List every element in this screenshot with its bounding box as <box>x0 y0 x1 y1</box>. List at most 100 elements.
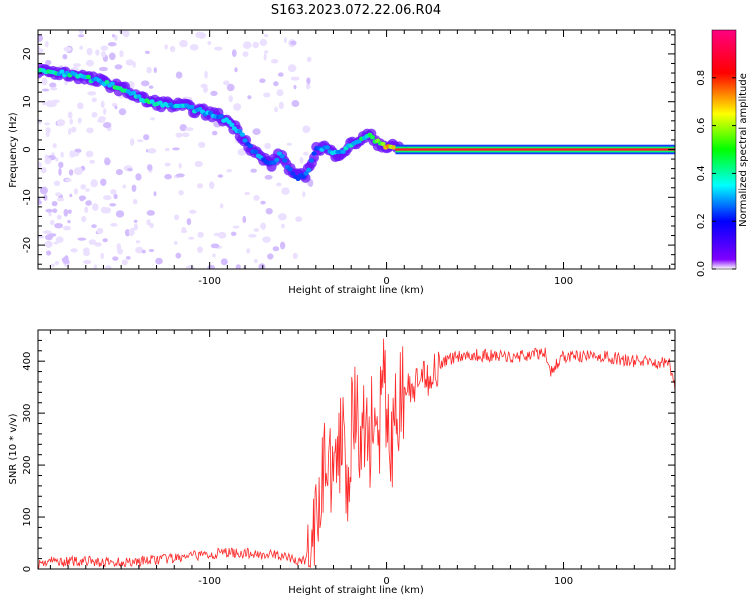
noise-speckle <box>52 208 58 213</box>
noise-speckle <box>109 203 117 207</box>
x-tick-label: 0 <box>383 576 389 587</box>
noise-speckle <box>175 132 183 138</box>
noise-speckle <box>74 167 83 176</box>
noise-speckle <box>200 83 208 89</box>
noise-speckle <box>112 256 119 261</box>
noise-speckle <box>38 118 43 125</box>
noise-speckle <box>114 105 118 110</box>
noise-speckle <box>132 61 136 68</box>
noise-speckle <box>252 128 261 136</box>
noise-speckle <box>100 100 105 109</box>
noise-speckle <box>306 77 311 85</box>
noise-speckle <box>230 231 237 236</box>
colorbar-ticks: 0.0 0.2 0.4 0.6 0.8 <box>696 70 736 277</box>
noise-speckle <box>253 195 260 201</box>
noise-speckle <box>232 225 240 229</box>
noise-speckle <box>88 239 97 245</box>
noise-speckle <box>132 199 138 205</box>
colorbar-label: Normalized spectral amplitude <box>738 73 749 227</box>
ridge-point <box>104 80 110 85</box>
noise-speckle <box>248 234 257 238</box>
ridge-point <box>247 143 253 149</box>
noise-speckle <box>204 70 208 79</box>
noise-speckle <box>86 59 94 67</box>
noise-speckle <box>41 77 48 86</box>
y-tick-label: 200 <box>22 456 33 475</box>
ridge-point <box>308 158 314 163</box>
noise-speckle <box>262 236 271 243</box>
noise-speckle <box>45 208 53 213</box>
ridge-point <box>369 135 375 140</box>
x-tick-label: 0 <box>383 276 389 287</box>
noise-speckle <box>125 256 131 260</box>
spectral-ridge <box>38 63 404 183</box>
noise-speckle <box>67 209 72 214</box>
snr-ylabel: SNR (10 * v/v) <box>8 413 19 484</box>
noise-speckle <box>118 108 127 116</box>
noise-speckle <box>226 168 232 173</box>
spectrogram-ylabel: Frequency (Hz) <box>8 112 19 188</box>
noise-speckle <box>51 99 60 104</box>
noise-speckle <box>89 159 95 164</box>
snr-xlabel: Height of straight line (km) <box>288 585 424 596</box>
noise-speckle <box>43 194 48 201</box>
noise-speckle <box>45 59 52 66</box>
noise-speckle <box>77 117 82 124</box>
y-tick-label: 400 <box>22 352 33 371</box>
noise-speckle <box>80 184 86 190</box>
noise-speckle <box>93 264 97 269</box>
noise-speckle <box>39 186 48 195</box>
noise-speckle <box>290 40 297 46</box>
noise-speckle <box>235 264 241 269</box>
noise-speckle <box>231 49 237 57</box>
noise-speckle <box>128 228 135 237</box>
noise-speckle <box>42 230 52 235</box>
noise-speckle <box>41 88 50 92</box>
noise-speckle <box>234 67 238 73</box>
noise-speckle <box>223 80 230 86</box>
snr-ticks: -100 0 100 0 100 200 300 400 <box>22 329 675 587</box>
noise-speckle <box>135 240 141 244</box>
noise-speckle <box>153 191 157 197</box>
noise-speckle <box>140 80 150 87</box>
noise-speckle <box>86 127 94 134</box>
noise-speckle <box>98 116 106 122</box>
noise-speckle <box>228 95 233 103</box>
noise-speckle <box>77 237 87 241</box>
noise-speckle <box>270 58 279 64</box>
noise-speckle <box>178 190 184 196</box>
noise-speckle <box>69 193 73 198</box>
noise-speckle <box>78 34 85 38</box>
ridge-point <box>218 114 224 119</box>
noise-speckle <box>55 192 61 197</box>
noise-speckles <box>38 30 318 269</box>
y-tick-label: 300 <box>22 404 33 423</box>
noise-speckle <box>264 50 269 54</box>
noise-speckle <box>114 64 123 70</box>
noise-speckle <box>263 92 271 98</box>
noise-speckle <box>38 161 42 169</box>
noise-speckle <box>146 164 153 171</box>
noise-speckle <box>291 100 300 107</box>
noise-speckle <box>185 127 194 132</box>
noise-speckle <box>279 241 286 250</box>
noise-speckle <box>287 64 297 73</box>
x-tick-label: -100 <box>198 276 221 287</box>
snr-marks <box>38 338 675 569</box>
noise-speckle <box>53 180 61 187</box>
noise-speckle <box>164 44 168 50</box>
carrier-band <box>395 144 675 155</box>
noise-speckle <box>68 128 72 135</box>
noise-speckle <box>302 125 311 134</box>
noise-speckle <box>71 126 77 133</box>
noise-speckle <box>49 82 57 88</box>
noise-speckle <box>220 258 228 266</box>
noise-speckle <box>210 243 220 249</box>
ridge-point <box>303 171 309 176</box>
noise-speckle <box>79 30 84 34</box>
noise-speckle <box>115 210 125 218</box>
noise-speckle <box>189 44 199 51</box>
noise-speckle <box>186 218 192 226</box>
